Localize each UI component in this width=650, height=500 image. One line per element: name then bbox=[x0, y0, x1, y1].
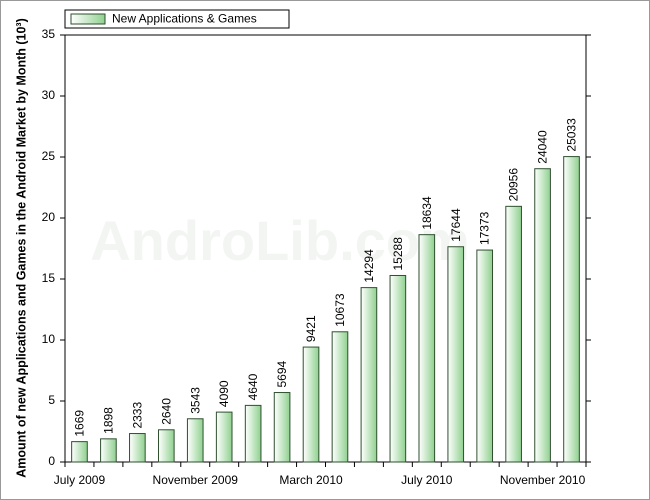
bar bbox=[273, 392, 291, 463]
value-label: 25033 bbox=[565, 118, 579, 152]
bar bbox=[534, 168, 551, 463]
value-label: 5694 bbox=[275, 361, 289, 388]
x-tick-label: November 2009 bbox=[153, 473, 239, 487]
x-tick-label: March 2010 bbox=[279, 473, 343, 487]
bar bbox=[186, 418, 204, 463]
value-label: 10673 bbox=[333, 293, 347, 327]
value-label: 24040 bbox=[536, 130, 550, 164]
bar bbox=[157, 429, 175, 463]
bar bbox=[505, 205, 522, 463]
bar bbox=[100, 438, 117, 463]
bar bbox=[389, 274, 407, 463]
legend-label: New Applications & Games bbox=[112, 12, 257, 26]
value-label: 15288 bbox=[391, 237, 405, 271]
value-label: 2333 bbox=[130, 402, 144, 429]
y-tick-label: 20 bbox=[42, 210, 56, 224]
value-label: 1898 bbox=[101, 407, 115, 434]
x-tick-label: July 2009 bbox=[54, 473, 106, 487]
bar bbox=[360, 287, 378, 463]
bar bbox=[215, 411, 233, 463]
value-label: 3543 bbox=[188, 387, 202, 414]
y-tick-label: 5 bbox=[48, 393, 55, 407]
value-label: 4640 bbox=[246, 373, 260, 400]
bar bbox=[331, 331, 349, 463]
y-tick-label: 35 bbox=[42, 27, 56, 41]
x-tick-label: November 2010 bbox=[500, 473, 586, 487]
y-tick-label: 15 bbox=[42, 271, 56, 285]
value-label: 20956 bbox=[507, 168, 521, 202]
value-label: 1669 bbox=[72, 410, 86, 437]
value-label: 18634 bbox=[420, 196, 434, 230]
bar bbox=[302, 346, 320, 463]
y-tick-label: 10 bbox=[42, 332, 56, 346]
value-label: 17644 bbox=[449, 208, 463, 242]
bar bbox=[418, 234, 436, 463]
value-label: 4090 bbox=[217, 380, 231, 407]
y-tick-label: 30 bbox=[42, 88, 56, 102]
bar bbox=[563, 156, 580, 463]
y-tick-label: 0 bbox=[48, 454, 55, 468]
bar bbox=[71, 441, 88, 463]
value-label: 14294 bbox=[362, 249, 376, 283]
bar bbox=[476, 249, 494, 463]
value-label: 17373 bbox=[478, 211, 492, 245]
y-axis-title: Amount of new Applications and Games in … bbox=[14, 18, 28, 478]
legend-box bbox=[64, 9, 290, 29]
x-tick-label: July 2010 bbox=[401, 473, 453, 487]
watermark: AndroLib.com bbox=[90, 209, 470, 272]
value-label: 9421 bbox=[304, 315, 318, 342]
bar bbox=[447, 246, 465, 463]
bar bbox=[244, 404, 262, 463]
value-label: 2640 bbox=[159, 398, 173, 425]
bar bbox=[129, 433, 146, 463]
legend-swatch bbox=[70, 13, 106, 25]
y-tick-label: 25 bbox=[42, 149, 56, 163]
